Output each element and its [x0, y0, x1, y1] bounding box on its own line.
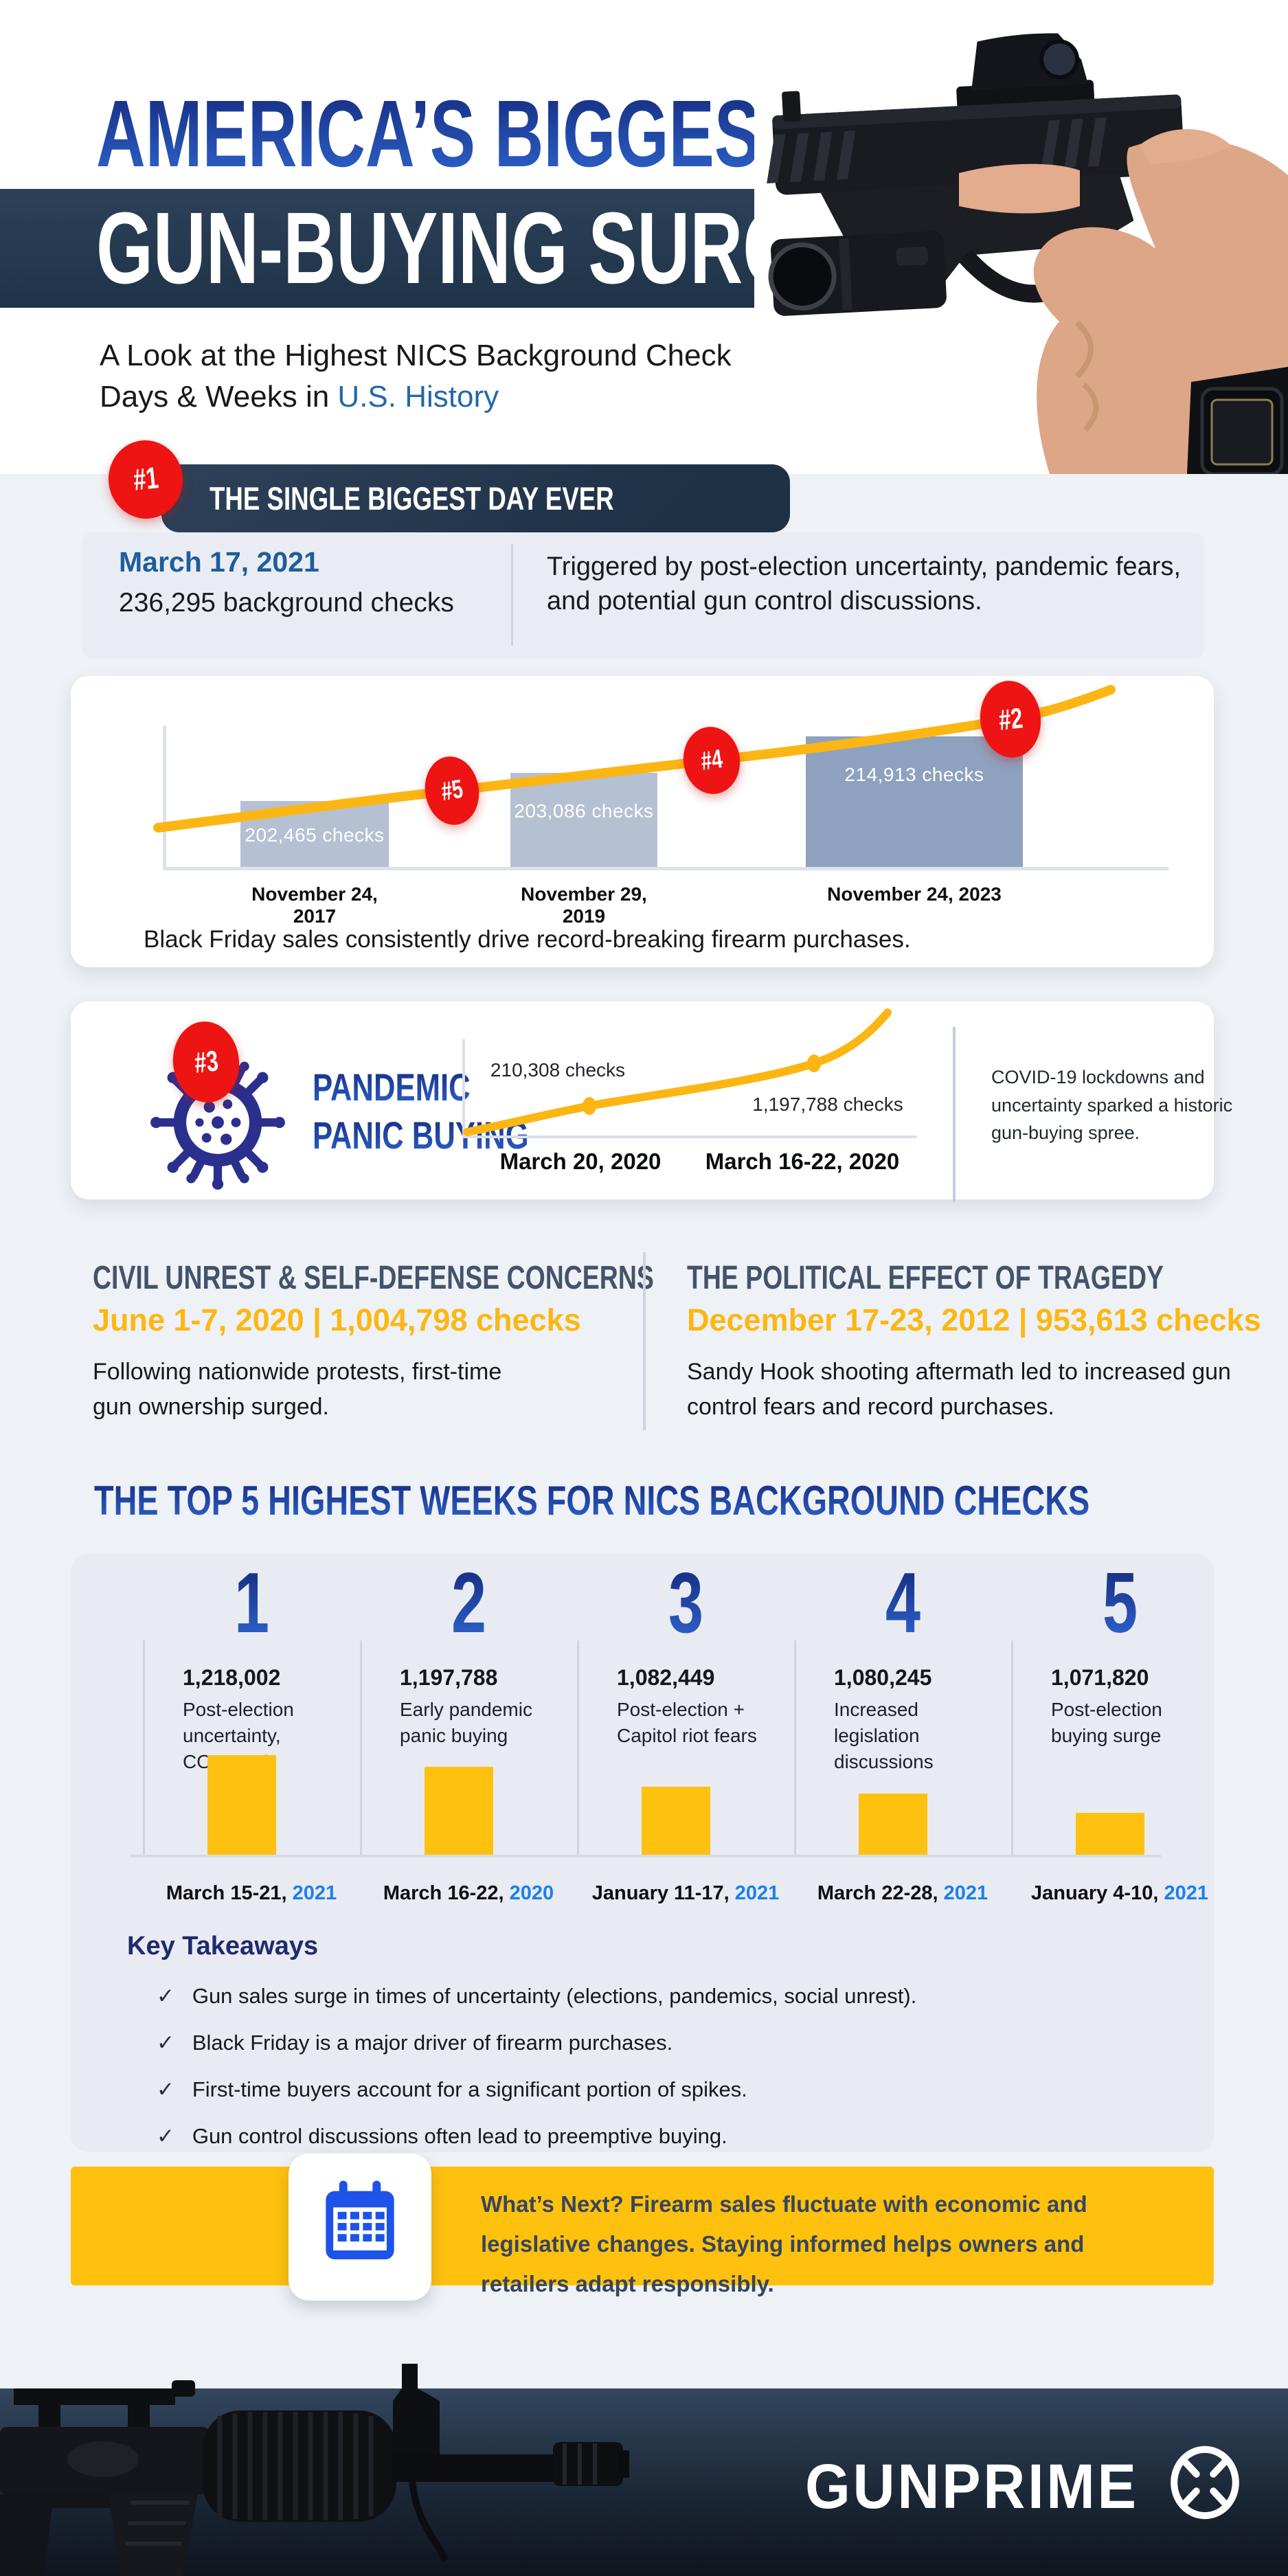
top5-label-4: Increased legislation discussions	[834, 1699, 934, 1772]
top5-rank-4: 4	[885, 1556, 920, 1651]
top5-rank-5: 5	[1102, 1556, 1138, 1651]
single-day-date: March 17, 2021	[119, 546, 319, 578]
scope-crosshair-icon	[1171, 2445, 1239, 2520]
subtitle-line2: Days & Weeks in U.S. History	[100, 379, 499, 414]
subtitle: A Look at the Highest NICS Background Ch…	[100, 335, 732, 418]
top5-value-5: 1,071,820	[1051, 1665, 1149, 1690]
pandemic-divider	[953, 1027, 956, 1202]
bf-bar-2017-label: 202,465 checks	[245, 824, 385, 846]
pandemic-point1-date: March 20, 2020	[499, 1149, 662, 1174]
rifle-illustration-icon	[0, 2364, 629, 2576]
event-civil-unrest-description: Following nationwide protests, first-tim…	[93, 1359, 502, 1420]
top5-heading: THE TOP 5 HIGHEST WEEKS FOR NICS BACKGRO…	[94, 1478, 1090, 1524]
calendar-icon	[326, 2180, 394, 2259]
takeaway-item-3: ✓ First-time buyers account for a signif…	[157, 2077, 747, 2101]
takeaway-item-2: ✓ Black Friday is a major driver of fire…	[157, 2031, 673, 2055]
pandemic-point2-label: 1,197,788 checks	[752, 1094, 903, 1115]
top5-date-5: January 4-10, 2021	[1031, 1882, 1208, 1904]
bf-bar-2019	[510, 773, 657, 867]
event-tragedy-stat: December 17-23, 2012 | 953,613 checks	[687, 1302, 1261, 1337]
event-tragedy-description: Sandy Hook shooting aftermath led to inc…	[687, 1359, 1231, 1420]
pandemic-description: COVID-19 lockdowns and uncertainty spark…	[991, 1067, 1233, 1143]
subtitle-highlight: U.S. History	[337, 379, 499, 414]
top5-rank-1: 1	[234, 1556, 269, 1651]
top5-date-4: March 22-28, 2021	[817, 1882, 988, 1904]
single-day-panel	[82, 532, 1204, 659]
pandemic-line-chart-icon	[462, 1008, 917, 1138]
single-day-description: Triggered by post-election uncertainty, …	[547, 552, 1182, 616]
bf-date-2023: November 24, 2023	[827, 883, 1002, 905]
brand-logo: GUNPRIME	[805, 2452, 1139, 2522]
key-takeaways-heading: Key Takeaways	[127, 1932, 319, 1961]
top5-date-1: March 15-21, 2021	[166, 1882, 337, 1904]
check-icon: ✓	[157, 1984, 174, 2008]
page-title-line1: AMERICA’S BIGGEST	[96, 81, 802, 187]
top5-divider-3	[577, 1640, 579, 1855]
top5-divider-4	[794, 1640, 796, 1855]
top5-bar-5	[1076, 1813, 1144, 1856]
top5-date-3: January 11-17, 2021	[591, 1882, 780, 1904]
events-divider	[643, 1252, 646, 1430]
whats-next-text: What’s Next? Firearm sales fluctuate wit…	[481, 2191, 1087, 2296]
top5-bar-1	[207, 1755, 276, 1856]
pandemic-point1-label: 210,308 checks	[490, 1059, 626, 1081]
single-day-heading: THE SINGLE BIGGEST DAY EVER	[210, 480, 614, 517]
top5-rank-2: 2	[451, 1556, 486, 1651]
top5-rank-3: 3	[668, 1556, 703, 1651]
bf-bar-2019-label: 203,086 checks	[514, 800, 654, 822]
pandemic-point2-date: March 16-22, 2020	[705, 1149, 900, 1174]
top5-divider-1	[143, 1640, 145, 1855]
bf-date-2017: November 24, 2017	[251, 883, 378, 927]
event-tragedy-heading: THE POLITICAL EFFECT OF TRAGEDY	[687, 1260, 1164, 1296]
top5-label-2: Early pandemic panic buying	[400, 1699, 532, 1746]
bf-axis-y	[163, 725, 166, 870]
bf-caption: Black Friday sales consistently drive re…	[144, 926, 911, 953]
check-icon: ✓	[157, 2077, 174, 2101]
top5-baseline	[131, 1855, 1161, 1857]
bf-date-2019: November 29, 2019	[521, 883, 647, 927]
pistol-photo	[754, 0, 1288, 474]
top5-value-2: 1,197,788	[400, 1665, 498, 1690]
event-civil-unrest-heading: CIVIL UNREST & SELF-DEFENSE CONCERNS	[93, 1260, 654, 1296]
check-icon: ✓	[157, 2031, 174, 2055]
top5-label-3: Post-election + Capitol riot fears	[617, 1699, 757, 1746]
takeaway-item-4: ✓ Gun control discussions often lead to …	[157, 2124, 727, 2148]
whats-next-banner	[71, 2167, 1214, 2285]
single-day-stat: 236,295 background checks	[119, 588, 454, 618]
top5-value-3: 1,082,449	[617, 1665, 715, 1690]
top5-bar-3	[642, 1787, 710, 1856]
top5-bar-4	[859, 1794, 927, 1856]
bf-bar-2023-label: 214,913 checks	[844, 764, 984, 785]
top5-divider-5	[1011, 1640, 1013, 1855]
bf-bar-2023	[806, 736, 1023, 867]
check-icon: ✓	[157, 2124, 174, 2148]
top5-date-2: March 16-22, 2020	[383, 1882, 554, 1904]
pistol-illustration-icon	[767, 33, 1288, 474]
top5-label-5: Post-election buying surge	[1051, 1699, 1162, 1746]
top5-value-4: 1,080,245	[834, 1665, 932, 1690]
top5-value-1: 1,218,002	[183, 1665, 281, 1690]
single-day-divider	[511, 544, 513, 646]
takeaway-item-1: ✓ Gun sales surge in times of uncertaint…	[157, 1984, 917, 2008]
top5-bar-2	[425, 1767, 493, 1856]
pandemic-title: PANDEMIC PANIC BUYING	[313, 1063, 589, 1160]
top5-divider-2	[360, 1640, 362, 1855]
event-civil-unrest-stat: June 1-7, 2020 | 1,004,798 checks	[93, 1302, 581, 1337]
single-day-banner	[161, 464, 790, 532]
subtitle-line1: A Look at the Highest NICS Background Ch…	[100, 339, 732, 372]
bf-axis-x	[163, 867, 1169, 870]
